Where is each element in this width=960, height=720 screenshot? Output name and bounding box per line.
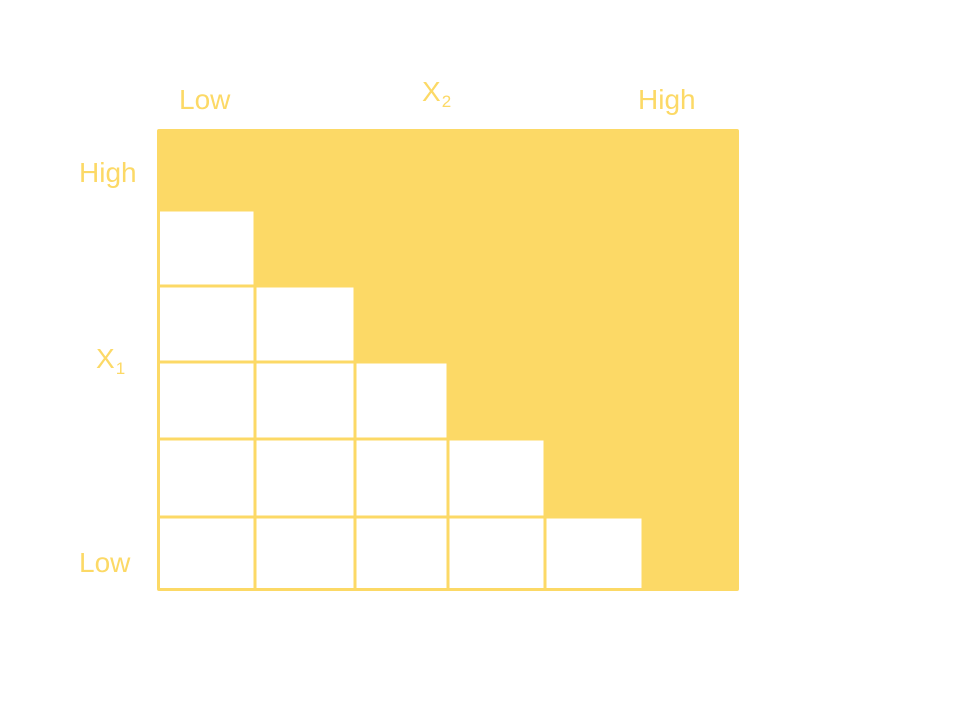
x1-low-label: Low: [79, 547, 131, 578]
white-cell: [256, 287, 354, 361]
white-cell: [256, 440, 354, 516]
white-cells: [160, 211, 642, 588]
white-cell: [546, 518, 642, 588]
x1-axis-name: X1: [96, 343, 126, 378]
white-cell: [160, 211, 254, 285]
white-cell: [356, 518, 447, 588]
white-cell: [160, 518, 254, 588]
white-cell: [256, 363, 354, 438]
white-cell: [449, 440, 544, 516]
white-cell: [356, 363, 447, 438]
x1-high-label: High: [79, 157, 137, 188]
x2-high-label: High: [638, 84, 696, 115]
x2-axis-name: X2: [422, 76, 452, 111]
white-cell: [160, 363, 254, 438]
white-cell: [449, 518, 544, 588]
white-cell: [256, 518, 354, 588]
white-cell: [356, 440, 447, 516]
x2-low-label: Low: [179, 84, 231, 115]
white-cell: [160, 440, 254, 516]
white-cell: [160, 287, 254, 361]
